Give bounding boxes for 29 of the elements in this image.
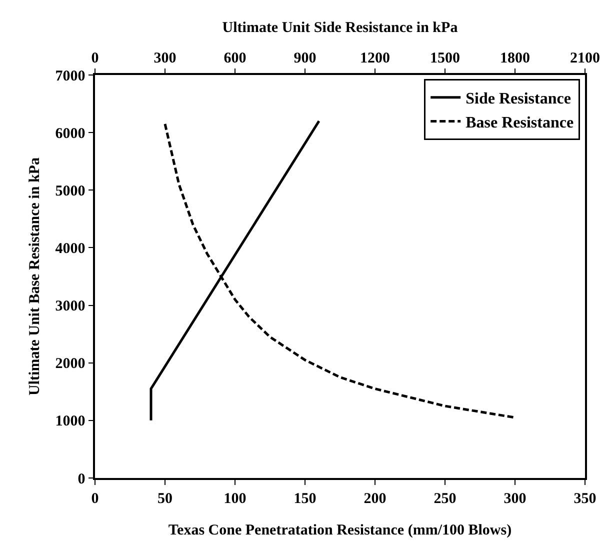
x-tick-label: 50 bbox=[158, 490, 172, 507]
x2-tick-label: 1200 bbox=[360, 50, 390, 66]
y-tick-label: 7000 bbox=[55, 68, 86, 84]
x-tick-label: 350 bbox=[574, 490, 596, 507]
x2-tick-label: 0 bbox=[91, 50, 99, 66]
legend-label: Side Resistance bbox=[466, 90, 571, 108]
legend-label: Base Resistance bbox=[466, 114, 574, 132]
y-tick-label: 1000 bbox=[55, 414, 86, 430]
x-tick-label: 200 bbox=[364, 490, 386, 507]
x2-tick-label: 600 bbox=[224, 50, 246, 66]
x2-tick-label: 1500 bbox=[430, 50, 460, 66]
x-tick-label: 0 bbox=[91, 490, 99, 507]
y-tick-label: 2000 bbox=[55, 356, 86, 372]
x2-axis-title: Ultimate Unit Side Resistance in kPa bbox=[222, 20, 458, 36]
x-axis-title: Texas Cone Penetratation Resistance (mm/100 Blows) bbox=[168, 522, 512, 538]
x-tick-label: 300 bbox=[504, 490, 526, 507]
y-tick-label: 4000 bbox=[55, 240, 86, 257]
x2-tick-label: 1800 bbox=[500, 50, 530, 66]
x-tick-label: 250 bbox=[434, 490, 456, 507]
x2-tick-label: 300 bbox=[154, 50, 176, 66]
y-tick-label: 3000 bbox=[55, 298, 86, 315]
x2-tick-label: 2100 bbox=[570, 50, 600, 66]
y-tick-label: 6000 bbox=[55, 126, 86, 142]
x-tick-label: 150 bbox=[294, 490, 316, 507]
x2-tick-label: 900 bbox=[294, 50, 316, 66]
y-axis-title: Ultimate Unit Base Resistance in kPa bbox=[27, 157, 43, 396]
y-tick-label: 0 bbox=[78, 471, 86, 488]
x-tick-label: 100 bbox=[224, 490, 246, 507]
y-tick-label: 5000 bbox=[55, 183, 86, 200]
